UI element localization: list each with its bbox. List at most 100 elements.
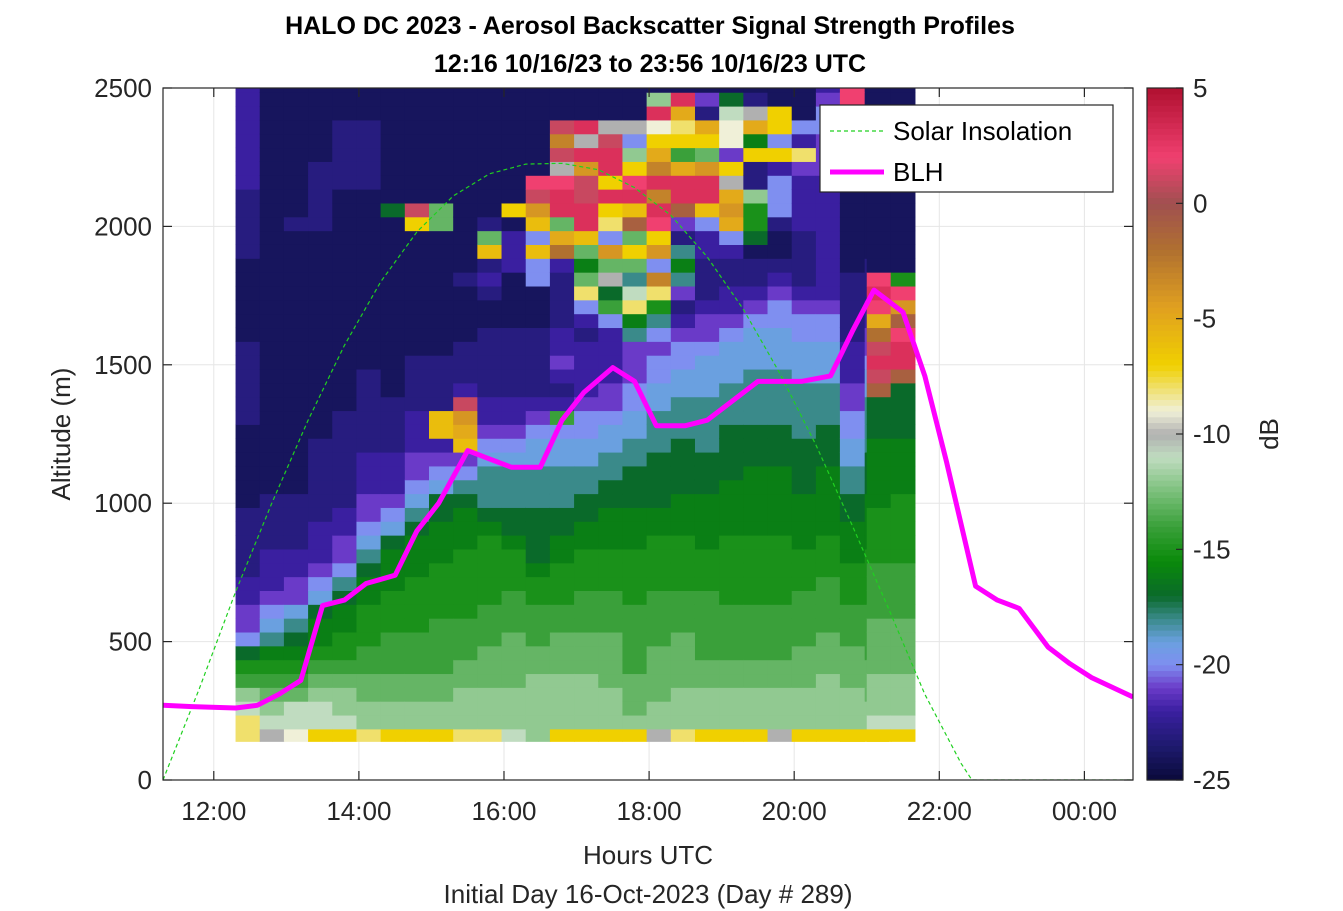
heatmap-cell xyxy=(890,576,916,591)
colorbar-segment xyxy=(1147,653,1183,660)
heatmap-cell xyxy=(574,244,599,259)
heatmap-cell xyxy=(743,728,769,742)
heatmap-cell xyxy=(791,133,817,149)
heatmap-cell xyxy=(719,341,744,356)
heatmap-cell xyxy=(453,424,478,439)
heatmap-cell xyxy=(283,618,309,633)
heatmap-cell xyxy=(767,604,793,619)
heatmap-cell xyxy=(767,119,793,135)
heatmap-cell xyxy=(574,562,599,578)
heatmap-cell xyxy=(890,368,916,384)
heatmap-cell xyxy=(283,701,309,716)
colorbar-segment xyxy=(1147,180,1183,187)
heatmap-cell xyxy=(767,147,793,162)
heatmap-cell xyxy=(356,258,382,273)
heatmap-cell xyxy=(453,88,478,93)
heatmap-cell xyxy=(694,88,720,93)
heatmap-cell xyxy=(767,105,793,121)
heatmap-cell xyxy=(622,714,648,730)
heatmap-cell xyxy=(670,687,696,702)
heatmap-cell xyxy=(453,645,478,661)
heatmap-cell xyxy=(719,548,744,564)
heatmap-cell xyxy=(501,368,527,384)
heatmap-cell xyxy=(574,673,599,688)
heatmap-cell xyxy=(453,119,478,135)
heatmap-cell xyxy=(283,216,309,232)
heatmap-cell xyxy=(283,396,309,412)
heatmap-cell xyxy=(670,521,696,536)
heatmap-cell xyxy=(839,590,865,605)
heatmap-cell xyxy=(719,313,744,329)
heatmap-cell xyxy=(380,92,406,107)
heatmap-cell xyxy=(428,714,454,730)
heatmap-cell xyxy=(694,299,720,315)
heatmap-cell xyxy=(380,631,406,647)
heatmap-cell xyxy=(308,590,333,605)
heatmap-cell xyxy=(380,285,406,301)
heatmap-cell xyxy=(356,590,382,605)
heatmap-cell xyxy=(332,230,358,245)
heatmap-cell xyxy=(646,202,672,218)
heatmap-cell xyxy=(719,272,744,287)
heatmap-cell xyxy=(791,548,817,564)
colorbar-segment xyxy=(1147,434,1183,441)
heatmap-cell xyxy=(646,590,672,605)
colorbar-segment xyxy=(1147,301,1183,308)
heatmap-cell xyxy=(356,479,382,495)
heatmap-cell xyxy=(453,590,478,605)
heatmap-cell xyxy=(791,105,817,121)
heatmap-cell xyxy=(235,687,261,702)
heatmap-cell xyxy=(308,562,333,578)
heatmap-cell xyxy=(598,548,624,564)
heatmap-cell xyxy=(866,687,892,702)
heatmap-cell xyxy=(283,285,309,301)
heatmap-cell xyxy=(866,562,892,578)
colorbar-segment xyxy=(1147,503,1183,510)
heatmap-cell xyxy=(622,507,648,522)
heatmap-cell xyxy=(259,562,285,578)
heatmap-cell xyxy=(646,493,672,508)
heatmap-cell xyxy=(622,92,648,107)
heatmap-cell xyxy=(235,493,261,508)
heatmap-cell xyxy=(719,410,744,425)
heatmap-cell xyxy=(356,161,382,176)
heatmap-cell xyxy=(428,161,454,176)
heatmap-cell xyxy=(501,161,527,176)
heatmap-cell xyxy=(646,133,672,149)
heatmap-cell xyxy=(356,562,382,578)
heatmap-cell xyxy=(356,133,382,149)
heatmap-cell xyxy=(719,493,744,508)
heatmap-cell xyxy=(670,230,696,245)
heatmap-cell xyxy=(380,659,406,675)
heatmap-cell xyxy=(598,562,624,578)
heatmap-cell xyxy=(890,714,916,730)
heatmap-cell xyxy=(549,258,575,273)
heatmap-cell xyxy=(428,285,454,301)
heatmap-cell xyxy=(890,382,916,398)
heatmap-cell xyxy=(549,507,575,522)
heatmap-cell xyxy=(453,272,478,287)
heatmap-cell xyxy=(332,285,358,301)
heatmap-cell xyxy=(404,604,430,619)
heatmap-cell xyxy=(308,133,333,149)
heatmap-cell xyxy=(670,175,696,190)
heatmap-cell xyxy=(404,175,430,190)
colorbar-segment xyxy=(1147,549,1183,556)
heatmap-cell xyxy=(598,216,624,232)
heatmap-cell xyxy=(670,451,696,467)
heatmap-cell xyxy=(719,521,744,536)
heatmap-cell xyxy=(694,521,720,536)
x-tick-label: 20:00 xyxy=(762,796,827,826)
heatmap-cell xyxy=(694,202,720,218)
heatmap-cell xyxy=(259,548,285,564)
colorbar-tick-label: -15 xyxy=(1193,534,1231,564)
heatmap-cell xyxy=(839,714,865,730)
heatmap-cell xyxy=(815,659,841,675)
heatmap-cell xyxy=(356,355,382,370)
heatmap-cell xyxy=(356,368,382,384)
heatmap-cell xyxy=(815,728,841,742)
heatmap-cell xyxy=(525,133,551,149)
heatmap-cell xyxy=(670,604,696,619)
heatmap-cell xyxy=(815,673,841,688)
heatmap-cell xyxy=(839,479,865,495)
